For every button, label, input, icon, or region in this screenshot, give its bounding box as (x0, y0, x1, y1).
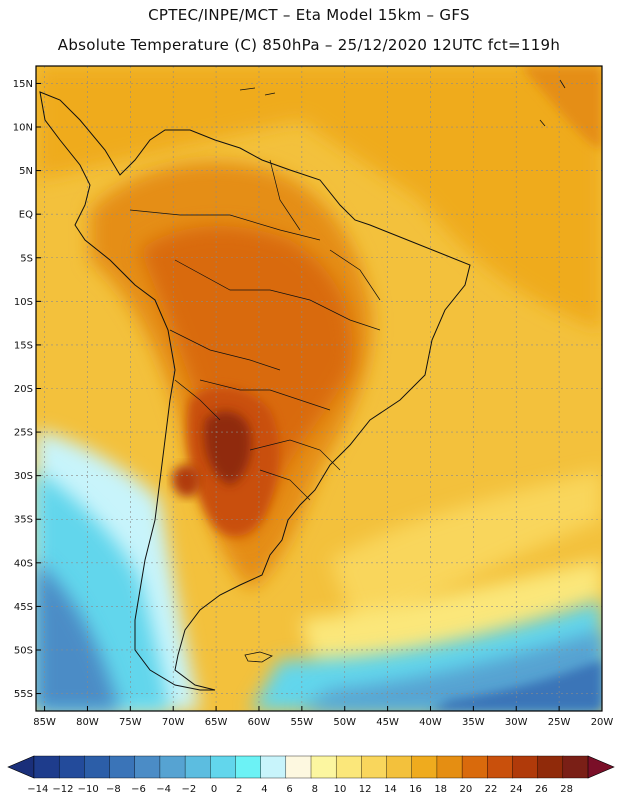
colorbar-label: 16 (409, 784, 422, 795)
lat-label: 10N (13, 123, 33, 134)
field-pacific-colder (36, 560, 120, 711)
lon-label: 35W (462, 717, 485, 728)
colorbar-swatch (537, 755, 564, 779)
colorbar-label: −6 (131, 784, 146, 795)
caribbean-islands (239, 79, 566, 127)
lat-label: 25S (14, 428, 33, 439)
lon-label: 55W (291, 717, 314, 728)
colorbar-swatch (235, 755, 262, 779)
colorbar-label: 2 (236, 784, 242, 795)
field-atlantic-mild (330, 470, 602, 640)
colorbar-label: 10 (334, 784, 347, 795)
lon-label: 60W (248, 717, 271, 728)
colorbar-swatch (109, 755, 136, 779)
lat-label: 50S (14, 645, 33, 656)
colorbar-label: 26 (535, 784, 548, 795)
colorbar-swatch (335, 755, 362, 779)
lon-label: 25W (548, 717, 571, 728)
lat-label: 15N (13, 79, 33, 90)
colorbar-labels: −14 −12 −10 −8 −6 −4 −2 0 2 4 6 8 10 12 14 16 18 20 22 24 26… (27, 784, 573, 795)
colorbar-label: −8 (106, 784, 121, 795)
colorbar-swatch (260, 755, 287, 779)
coastline (39, 91, 471, 691)
lon-label: 40W (419, 717, 442, 728)
field-ne-warm (520, 66, 602, 150)
colorbar-swatch (386, 755, 413, 779)
longitude-axis: 85W 80W 75W 70W 65W 60W 55W 50W 45W 40W 35W 30W 25W 2… (33, 706, 613, 728)
colorbar-swatch (134, 755, 161, 779)
lat-label: EQ (19, 210, 33, 221)
colorbar-label: 12 (359, 784, 372, 795)
colorbar-label: 4 (261, 784, 267, 795)
colorbar-label: −4 (156, 784, 171, 795)
lat-label: 40S (14, 558, 33, 569)
colorbar-swatch (411, 755, 438, 779)
colorbar-swatch (361, 755, 388, 779)
colorbar-swatch (33, 755, 60, 779)
colorbar-swatch (159, 755, 186, 779)
lon-label: 50W (333, 717, 356, 728)
colorbar-swatch (84, 755, 111, 779)
colorbar-label: −12 (52, 784, 73, 795)
colorbar-label: 18 (434, 784, 447, 795)
field-continent-hot (140, 226, 353, 541)
lat-label: 45S (14, 602, 33, 613)
title-line-2: Absolute Temperature (C) 850hPa – 25/12/… (57, 36, 561, 54)
field-north-warm (36, 66, 602, 330)
title-line-1: CPTEC/INPE/MCT – Eta Model 15km – GFS (148, 6, 470, 24)
field-atlantic-cool (300, 560, 602, 680)
field-south-coldest (430, 660, 602, 711)
lat-label: 20S (14, 384, 33, 395)
temperature-field (36, 66, 602, 711)
colorbar-label: 22 (485, 784, 498, 795)
lat-label: 10S (14, 297, 33, 308)
lon-label: 70W (162, 717, 185, 728)
colorbar-swatch (184, 755, 211, 779)
lon-label: 20W (591, 717, 614, 728)
lat-label: 55S (14, 689, 33, 700)
colorbar-swatch (310, 755, 337, 779)
field-hotspot-2 (172, 464, 200, 497)
lat-label: 5N (19, 166, 33, 177)
colorbar-label: 14 (384, 784, 397, 795)
lat-label: 30S (14, 471, 33, 482)
colorbar-label: −10 (78, 784, 99, 795)
colorbar-label: 0 (211, 784, 217, 795)
lon-label: 85W (33, 717, 56, 728)
lon-label: 45W (376, 717, 399, 728)
colorbar-swatch (512, 755, 539, 779)
colorbar-swatch (436, 755, 463, 779)
colorbar-swatch (58, 755, 85, 779)
colorbar-label: 28 (560, 784, 573, 795)
lon-label: 75W (119, 717, 142, 728)
lat-lon-grid (36, 66, 602, 711)
colorbar-swatch (562, 755, 589, 779)
lon-label: 30W (505, 717, 528, 728)
colorbar-label: 24 (510, 784, 523, 795)
lat-label: 5S (20, 253, 33, 264)
colorbar-high-arrow (587, 755, 615, 779)
colorbar-label: 20 (460, 784, 473, 795)
lon-label: 65W (205, 717, 228, 728)
colorbar-swatch (285, 755, 312, 779)
colorbar-label: 6 (286, 784, 292, 795)
borders (129, 159, 381, 501)
colorbar-swatch (210, 755, 237, 779)
latitude-axis: 15N 10N 5N EQ 5S 10S 15S 20S 25S 30S 35S 40S 45S 50S 5… (13, 79, 41, 700)
colorbar-low-arrow (7, 755, 35, 779)
colorbar-swatch (487, 755, 514, 779)
lat-label: 35S (14, 515, 33, 526)
colorbar-label: −2 (181, 784, 196, 795)
colorbar (7, 755, 615, 779)
colorbar-swatch (461, 755, 488, 779)
falkland-islands (244, 651, 273, 663)
lon-label: 80W (76, 717, 99, 728)
colorbar-label: 8 (312, 784, 318, 795)
lat-label: 15S (14, 340, 33, 351)
colorbar-label: −14 (27, 784, 48, 795)
